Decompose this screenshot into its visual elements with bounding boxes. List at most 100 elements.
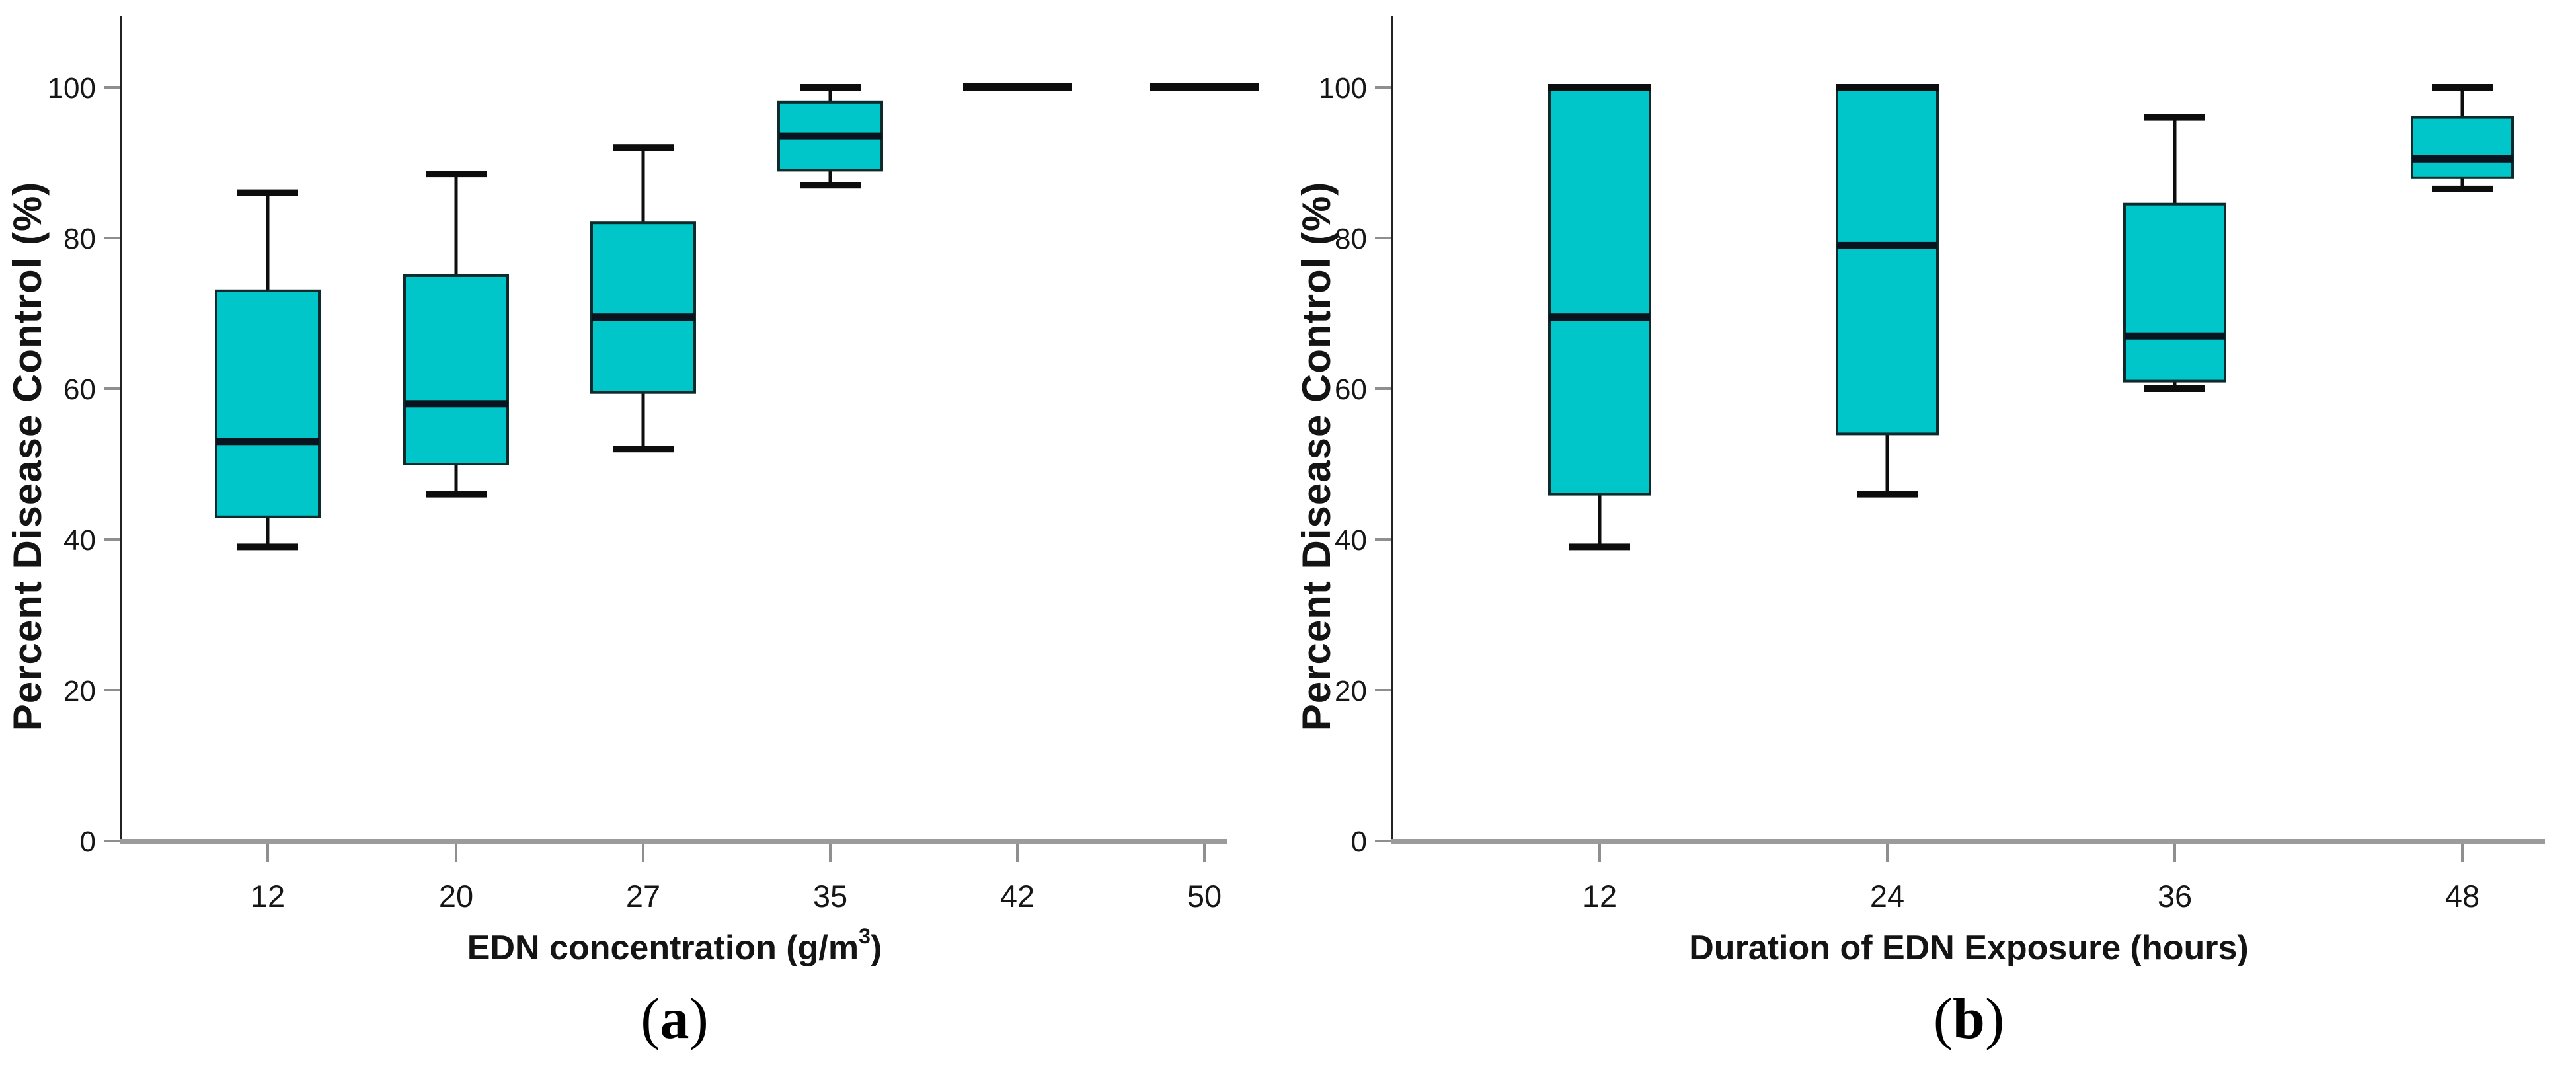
- box-median-line: [1549, 313, 1650, 321]
- box-whisker-cap: [613, 144, 674, 151]
- y-axis-title-a: Percent Disease Control (%): [5, 181, 50, 731]
- box-rect: [1836, 86, 1939, 436]
- caption-b-open-paren: (: [1933, 987, 1953, 1051]
- x-axis-title-a-close: ): [870, 929, 882, 967]
- box-rect: [215, 289, 321, 518]
- x-tick: [1016, 844, 1019, 862]
- y-tick-label: 40: [63, 524, 96, 557]
- caption-b-letter: b: [1953, 987, 1985, 1051]
- y-tick: [1375, 237, 1391, 239]
- box-whisker-cap: [1569, 543, 1630, 551]
- box-whisker-stem: [2173, 381, 2177, 389]
- box-whisker-cap: [800, 182, 861, 189]
- box-whisker-stem: [2460, 177, 2464, 189]
- caption-b-close-paren: ): [1984, 987, 2005, 1051]
- box-whisker-stem: [454, 464, 458, 494]
- x-tick: [2173, 844, 2176, 862]
- box-top-edge-line: [1836, 84, 1939, 91]
- x-category-label: 42: [1000, 879, 1034, 914]
- box-whisker-cap: [2432, 84, 2493, 91]
- x-category-label: 12: [1582, 879, 1617, 914]
- x-category-label: 48: [2445, 879, 2479, 914]
- y-axis-line: [1391, 16, 1393, 841]
- panel-b: 0 20 40 60 80 100 12 24 36 48 Percent Disease Con…: [1289, 0, 2576, 1065]
- y-tick-label: 0: [1351, 826, 1367, 858]
- x-axis-baseline: [1391, 839, 2545, 844]
- box-rect: [1548, 86, 1651, 496]
- x-category-label: 24: [1870, 879, 1904, 914]
- x-category-label: 35: [813, 879, 847, 914]
- x-axis-baseline: [120, 839, 1227, 844]
- x-tick: [266, 844, 269, 862]
- box-whisker-stem: [454, 174, 458, 276]
- y-axis-title-b: Percent Disease Control (%): [1294, 181, 1339, 731]
- x-axis-title-a: EDN concentration (g/m3): [121, 924, 1228, 974]
- boxplot-a-canvas: 0 20 40 60 80 100 12 20 27 35 42 50: [48, 16, 1259, 914]
- box-whisker-cap: [426, 491, 487, 498]
- x-category-label: 12: [251, 879, 285, 914]
- x-tick: [642, 844, 644, 862]
- x-axis-title-a-superscript: 3: [859, 924, 871, 948]
- x-axis-title-a-text: EDN concentration (g/m: [467, 929, 859, 967]
- box-median-line: [216, 438, 319, 446]
- y-tick: [1375, 538, 1391, 541]
- box-whisker-cap: [613, 446, 674, 453]
- x-tick: [1886, 844, 1889, 862]
- x-tick: [829, 844, 832, 862]
- box-rect: [403, 274, 509, 465]
- box-flat-line: [963, 83, 1072, 91]
- y-tick-label: 0: [80, 826, 96, 858]
- x-axis-title-b-text: Duration of EDN Exposure (hours): [1689, 929, 2249, 967]
- box-whisker-cap: [237, 543, 298, 551]
- box-flat-line: [1150, 83, 1259, 91]
- box-whisker-stem: [641, 392, 645, 450]
- y-tick-label: 80: [1335, 223, 1367, 255]
- box-whisker-cap: [426, 171, 487, 178]
- y-tick: [1375, 387, 1391, 390]
- y-tick: [104, 387, 120, 390]
- boxplot-b-canvas: 0 20 40 60 80 100 12 24 36 48: [1319, 16, 2545, 914]
- caption-a-open-paren: (: [641, 987, 660, 1051]
- box-rect: [2123, 202, 2226, 383]
- box-whisker-stem: [1598, 494, 1602, 547]
- box-median-line: [2125, 332, 2225, 340]
- y-tick-label: 100: [48, 72, 96, 104]
- box-whisker-stem: [828, 87, 832, 102]
- box-whisker-stem: [2460, 87, 2464, 118]
- box-whisker-stem: [828, 170, 832, 186]
- box-median-line: [779, 132, 882, 140]
- box-whisker-cap: [237, 189, 298, 196]
- box-median-line: [592, 313, 695, 321]
- y-tick: [1375, 86, 1391, 89]
- box-whisker-cap: [800, 84, 861, 91]
- x-category-label: 20: [439, 879, 473, 914]
- box-median-line: [1837, 241, 1937, 249]
- box-whisker-stem: [2173, 117, 2177, 204]
- box-whisker-stem: [641, 147, 645, 223]
- caption-b: (b): [1392, 986, 2546, 1059]
- x-category-label: 50: [1187, 879, 1222, 914]
- x-tick: [1203, 844, 1206, 862]
- box-whisker-cap: [2144, 385, 2205, 392]
- y-tick: [104, 538, 120, 541]
- panel-a: 0 20 40 60 80 100 12 20 27 35 42 50 Percent Disease…: [5, 16, 1259, 1059]
- x-tick: [1598, 844, 1601, 862]
- x-axis-title-b: Duration of EDN Exposure (hours): [1392, 928, 2546, 974]
- y-tick: [104, 86, 120, 89]
- y-tick-label: 80: [63, 223, 96, 255]
- y-axis-line: [120, 16, 122, 841]
- x-tick: [2461, 844, 2464, 862]
- y-tick: [104, 840, 120, 842]
- box-rect: [590, 221, 696, 394]
- caption-a: (a): [121, 986, 1228, 1059]
- box-top-edge-line: [1548, 84, 1651, 91]
- x-category-label: 27: [626, 879, 660, 914]
- y-tick: [1375, 840, 1391, 842]
- y-tick: [1375, 689, 1391, 691]
- y-tick-label: 20: [1335, 675, 1367, 707]
- y-tick-label: 20: [63, 675, 96, 707]
- x-tick: [455, 844, 457, 862]
- y-tick-label: 60: [1335, 374, 1367, 406]
- y-tick: [104, 689, 120, 691]
